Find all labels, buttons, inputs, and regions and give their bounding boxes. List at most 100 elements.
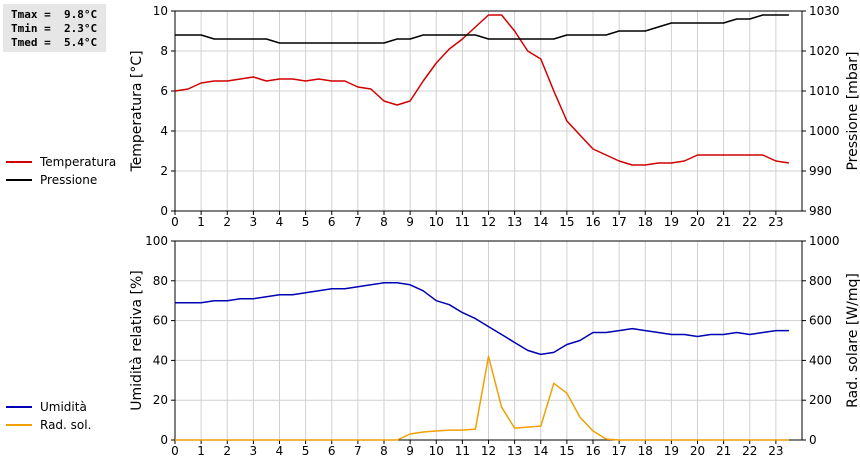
legend-swatch-umidita xyxy=(6,406,32,408)
y2-axis-label: Pressione [mbar] xyxy=(845,51,860,170)
x-tick-label: 2 xyxy=(223,444,231,458)
y2-tick-label: 980 xyxy=(809,204,832,218)
x-tick-label: 14 xyxy=(533,215,548,229)
x-tick-label: 6 xyxy=(328,444,336,458)
series-line-temperatura xyxy=(174,14,790,166)
series-line-pressione xyxy=(175,14,789,44)
x-tick-label: 5 xyxy=(302,444,310,458)
y-axis-label: Temperatura [°C] xyxy=(129,50,145,172)
x-tick-label: 9 xyxy=(406,215,414,229)
plot-frame xyxy=(174,240,803,441)
x-tick-label: 18 xyxy=(638,215,653,229)
x-tick-label: 11 xyxy=(455,444,470,458)
x-tick-label: 21 xyxy=(716,215,731,229)
y2-tick-label: 1020 xyxy=(809,44,840,58)
x-tick-label: 14 xyxy=(533,444,548,458)
x-tick-label: 0 xyxy=(171,444,179,458)
y-tick-label: 2 xyxy=(160,164,168,178)
x-tick-label: 23 xyxy=(768,215,783,229)
legend-swatch-pressione xyxy=(6,179,32,181)
tmed-text: Tmed = 5.4°C xyxy=(11,36,98,49)
plot-frame xyxy=(174,10,803,212)
x-tick-label: 2 xyxy=(223,215,231,229)
legend-item-rad-sol: Rad. sol. xyxy=(6,416,91,434)
x-tick-label: 10 xyxy=(429,215,444,229)
legend-item-umidita: Umidità xyxy=(6,398,91,416)
series-line-rad-sol xyxy=(175,355,789,441)
x-tick-label: 1 xyxy=(197,444,205,458)
x-tick-label: 15 xyxy=(559,215,574,229)
x-tick-label: 4 xyxy=(276,215,284,229)
x-tick-label: 6 xyxy=(328,215,336,229)
x-tick-label: 12 xyxy=(481,444,496,458)
legend-label-temperatura: Temperatura xyxy=(40,155,117,169)
y2-axis-label: Rad. solare [W/mq] xyxy=(845,273,860,408)
y-axis-label: Umidità relativa [%] xyxy=(129,270,145,411)
y-tick-label: 0 xyxy=(160,204,168,218)
x-tick-label: 8 xyxy=(380,215,388,229)
x-tick-label: 13 xyxy=(507,215,522,229)
tmax-text: Tmax = 9.8°C xyxy=(11,8,98,21)
y-tick-label: 100 xyxy=(145,234,168,248)
x-tick-label: 7 xyxy=(354,215,362,229)
legend-swatch-rad-sol xyxy=(6,424,32,426)
legend-item-temperatura: Temperatura xyxy=(6,153,116,171)
legend-label-rad-sol: Rad. sol. xyxy=(40,418,92,432)
y-tick-label: 20 xyxy=(153,393,168,407)
legend-bottom: Umidità Rad. sol. xyxy=(6,398,91,434)
x-tick-label: 22 xyxy=(742,444,757,458)
x-tick-label: 3 xyxy=(250,444,258,458)
stats-box: Tmax = 9.8°C Tmin = 2.3°C Tmed = 5.4°C xyxy=(3,4,106,52)
x-tick-label: 11 xyxy=(455,215,470,229)
y2-tick-label: 600 xyxy=(809,314,832,328)
y2-tick-label: 1000 xyxy=(809,124,840,138)
legend-label-umidita: Umidità xyxy=(40,400,87,414)
x-tick-label: 1 xyxy=(197,215,205,229)
x-tick-label: 0 xyxy=(171,215,179,229)
x-tick-label: 7 xyxy=(354,444,362,458)
legend-swatch-temperatura xyxy=(6,161,32,163)
y2-tick-label: 400 xyxy=(809,353,832,367)
x-tick-label: 16 xyxy=(585,215,600,229)
y-tick-label: 40 xyxy=(153,353,168,367)
x-tick-label: 18 xyxy=(638,444,653,458)
y2-tick-label: 0 xyxy=(809,433,817,447)
y-tick-label: 10 xyxy=(153,4,168,18)
y-tick-label: 8 xyxy=(160,44,168,58)
chart-top: 0 1 2 3 4 5 6 7 8 9 10 11 12 13 14 15 16 17 18 19 20 21 22 2302… xyxy=(129,4,860,229)
x-tick-label: 5 xyxy=(302,215,310,229)
series-line-umidita xyxy=(175,282,789,356)
chart-bottom: 0 1 2 3 4 5 6 7 8 9 10 11 12 13 14 15 16 17 18 19 20 21 22 2302… xyxy=(129,234,860,458)
y2-tick-label: 1010 xyxy=(809,84,840,98)
y2-tick-label: 1030 xyxy=(809,4,840,18)
y2-tick-label: 200 xyxy=(809,393,832,407)
x-tick-label: 22 xyxy=(742,215,757,229)
x-tick-label: 19 xyxy=(664,444,679,458)
x-tick-label: 17 xyxy=(611,215,626,229)
x-tick-label: 4 xyxy=(276,444,284,458)
y2-tick-label: 800 xyxy=(809,274,832,288)
y2-tick-label: 990 xyxy=(809,164,832,178)
x-tick-label: 3 xyxy=(250,215,258,229)
legend-top: Temperatura Pressione xyxy=(6,153,116,189)
x-tick-label: 20 xyxy=(690,215,705,229)
y-tick-label: 60 xyxy=(153,314,168,328)
y-tick-label: 80 xyxy=(153,274,168,288)
x-tick-label: 8 xyxy=(380,444,388,458)
tmin-text: Tmin = 2.3°C xyxy=(11,22,98,35)
x-tick-label: 12 xyxy=(481,215,496,229)
x-tick-label: 10 xyxy=(429,444,444,458)
y-tick-label: 6 xyxy=(160,84,168,98)
x-tick-label: 15 xyxy=(559,444,574,458)
y-tick-label: 4 xyxy=(160,124,168,138)
x-tick-label: 19 xyxy=(664,215,679,229)
x-tick-label: 13 xyxy=(507,444,522,458)
y2-tick-label: 1000 xyxy=(809,234,840,248)
x-tick-label: 20 xyxy=(690,444,705,458)
legend-label-pressione: Pressione xyxy=(40,173,98,187)
legend-item-pressione: Pressione xyxy=(6,171,116,189)
x-tick-label: 23 xyxy=(768,444,783,458)
y-tick-label: 0 xyxy=(160,433,168,447)
x-tick-label: 9 xyxy=(406,444,414,458)
